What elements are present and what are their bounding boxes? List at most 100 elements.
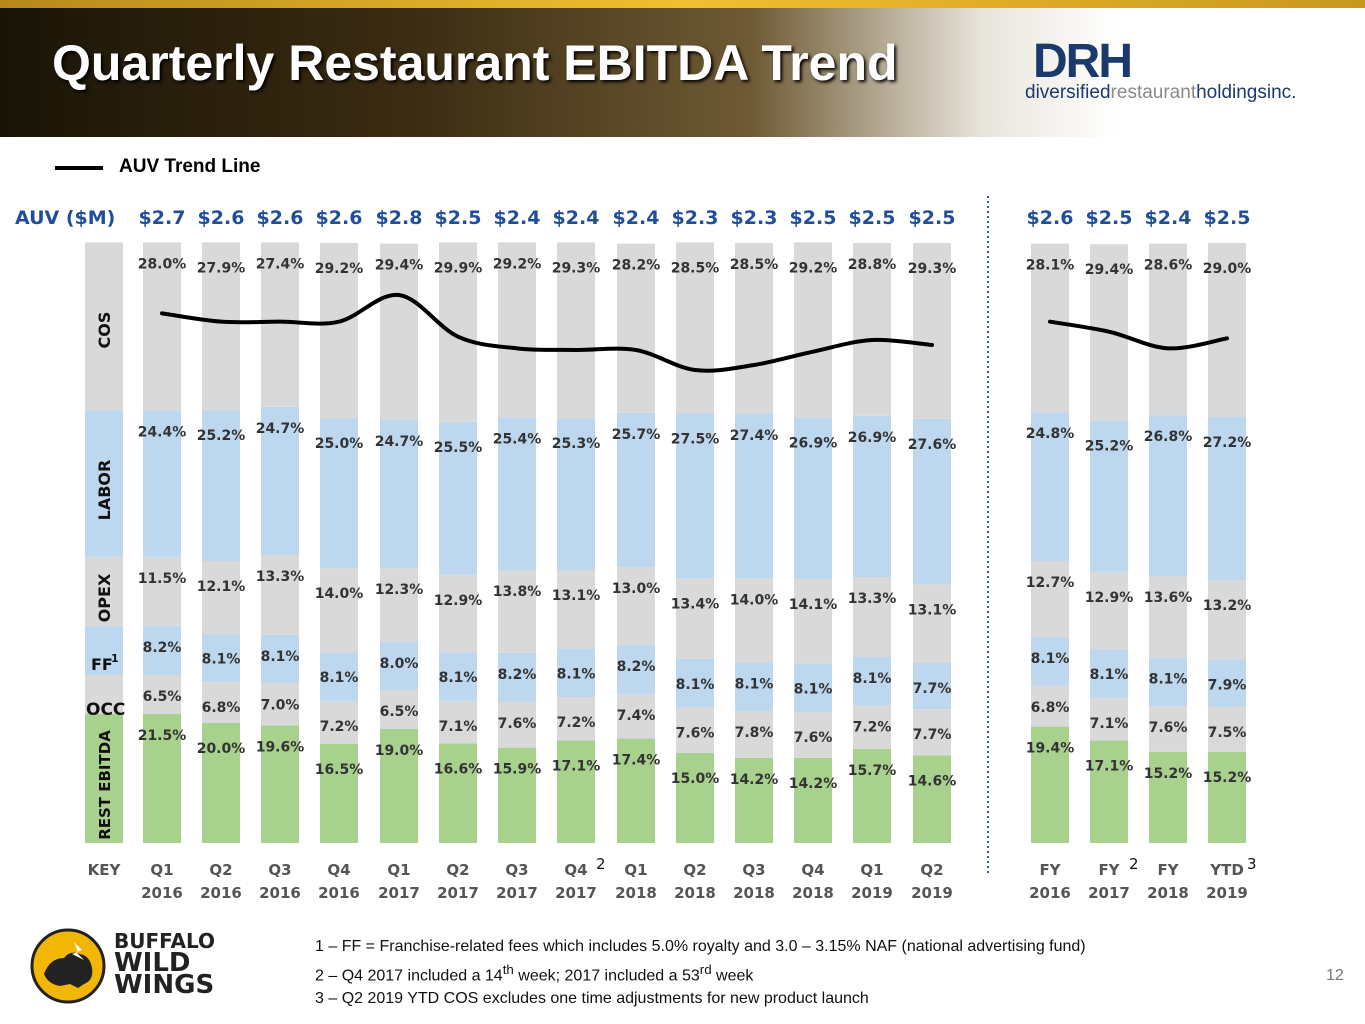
value-label-cos-10: 28.5% [730,257,779,273]
row-label-opex: OPEX [95,573,114,622]
key-segment-occ [85,675,123,714]
value-label-occ-0: 6.5% [143,689,182,705]
footnote-2-post: week [711,967,754,985]
drh-logo-name: diversifiedrestaurantholdingsinc. [1025,82,1296,104]
value-label-ebitda-2: 19.6% [256,739,305,755]
drh-name-part1: diversified [1025,82,1111,103]
value-label-ebitda-17: 15.2% [1203,770,1252,786]
value-label-cos-8: 28.2% [612,258,661,274]
bar-ebitda-6 [498,747,536,843]
value-label-ff-9: 8.1% [676,677,715,693]
value-label-ff-1: 8.1% [202,652,241,668]
bars-layer [85,242,1246,843]
value-label-labor-9: 27.5% [671,431,720,447]
legend-line-swatch [55,166,103,170]
value-label-occ-13: 7.7% [913,727,952,743]
bar-opex-3 [320,568,358,653]
bar-labor-2 [261,406,299,555]
bar-occ-5 [439,700,477,744]
value-label-occ-11: 7.6% [794,730,833,746]
value-label-opex-2: 13.3% [256,569,305,585]
category-label-2: Q3 [268,861,291,879]
category-year-1: 2016 [200,884,242,902]
value-label-ff-12: 8.1% [853,671,892,687]
bar-ebitda-0 [143,714,181,843]
key-segment-opex [85,556,123,626]
value-label-cos-15: 29.4% [1085,262,1134,278]
bar-opex-6 [498,570,536,653]
row-label-occ: OCC [86,700,125,720]
trend-line-layer [160,292,1229,373]
category-year-17: 2019 [1206,884,1248,902]
brand-line2: WILD [114,948,191,978]
value-label-cos-11: 29.2% [789,260,838,276]
value-label-ebitda-8: 17.4% [612,753,661,769]
bar-occ-15 [1090,697,1128,741]
auv-trend-line-quarterly [160,292,934,373]
buffalo-wild-wings-logo: BUFFALO WILD WINGS [30,928,215,1006]
value-label-ebitda-12: 15.7% [848,763,897,779]
value-label-labor-17: 27.2% [1203,435,1252,451]
bar-labor-10 [735,414,773,579]
value-label-opex-10: 14.0% [730,592,779,608]
bar-cos-7 [557,242,595,419]
value-label-opex-13: 13.1% [908,602,957,618]
bar-labor-6 [498,417,536,570]
bar-occ-4 [380,690,418,729]
category-label-15: FY [1098,861,1120,879]
bar-occ-8 [617,694,655,739]
bar-occ-12 [853,705,891,749]
bar-occ-0 [143,675,181,714]
bar-opex-9 [676,578,714,659]
value-label-opex-3: 14.0% [315,586,364,602]
value-label-opex-1: 12.1% [197,579,246,595]
bar-ff-9 [676,658,714,708]
value-label-ebitda-6: 15.9% [493,762,542,778]
bar-ebitda-2 [261,725,299,843]
value-label-cos-4: 29.4% [375,258,424,274]
bar-ff-5 [439,652,477,701]
category-year-5: 2017 [437,884,479,902]
category-label-1: Q2 [209,861,232,879]
value-label-ff-4: 8.0% [380,656,419,672]
category-label-3: Q4 [327,861,350,879]
bar-opex-7 [557,570,595,649]
value-label-labor-12: 26.9% [848,430,897,446]
value-label-occ-3: 7.2% [320,719,359,735]
value-label-ff-8: 8.2% [617,659,656,675]
bar-cos-3 [320,243,358,419]
value-label-ff-16: 8.1% [1149,672,1188,688]
value-label-cos-6: 29.2% [493,256,542,272]
value-label-labor-2: 24.7% [256,421,305,437]
value-label-labor-1: 25.2% [197,428,246,444]
value-label-cos-2: 27.4% [256,256,305,272]
category-year-15: 2017 [1088,884,1130,902]
value-label-ebitda-13: 14.6% [908,773,957,789]
bar-ebitda-17 [1208,751,1246,843]
auv-value-12: $2.5 [849,207,896,229]
value-label-labor-7: 25.3% [552,436,601,452]
value-label-labor-11: 26.9% [789,436,838,452]
bar-labor-16 [1149,415,1187,576]
value-label-labor-16: 26.8% [1144,429,1193,445]
value-label-cos-16: 28.6% [1144,258,1193,274]
category-label-6: Q3 [505,861,528,879]
axis-layer: AUV ($M) $2.7 $2.6 $2.6 $2.6 $2.8 $2.5 $2.4 $2.4… [15,196,1257,902]
header-stripe [0,0,1365,8]
row-label-rest-ebitda: REST EBITDA [96,730,114,840]
bar-opex-11 [794,579,832,664]
value-label-opex-14: 12.7% [1026,575,1075,591]
value-label-ff-10: 8.1% [735,676,774,692]
category-year-13: 2019 [911,884,953,902]
auv-value-13: $2.5 [909,207,956,229]
value-label-occ-8: 7.4% [617,708,656,724]
bar-labor-5 [439,421,477,575]
bar-ff-10 [735,662,773,711]
bar-ebitda-16 [1149,751,1187,843]
value-label-occ-7: 7.2% [557,715,596,731]
bar-opex-13 [913,584,951,663]
value-label-labor-0: 24.4% [138,424,187,440]
bar-opex-12 [853,577,891,657]
footnote-2-pre: 2 – Q4 2017 included a 14 [315,967,503,985]
bar-labor-14 [1031,412,1069,561]
